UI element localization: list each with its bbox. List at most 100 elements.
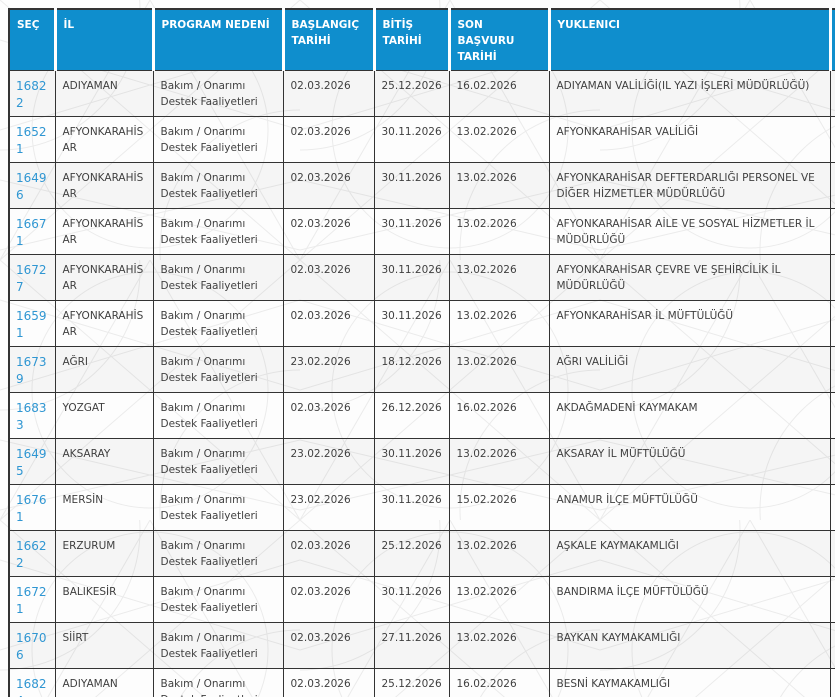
cell-son: 15.02.2026 xyxy=(448,484,550,531)
sec-id-link[interactable]: 16727 xyxy=(16,263,47,294)
cell-sec: 16671 xyxy=(8,208,56,255)
cell-sec: 16521 xyxy=(8,116,56,163)
column-header-sec: SEÇ xyxy=(9,9,55,71)
header-row: SEÇ İL PROGRAM NEDENİ BAŞLANGIÇ TARİHİ B… xyxy=(9,9,835,71)
cell-clipped xyxy=(829,576,835,623)
cell-baslangic: 02.03.2026 xyxy=(282,392,375,439)
cell-bitis: 25.12.2026 xyxy=(373,70,450,117)
cell-sec: 16727 xyxy=(8,254,56,301)
programs-table: SEÇ İL PROGRAM NEDENİ BAŞLANGIÇ TARİHİ B… xyxy=(8,8,835,697)
cell-sec: 16706 xyxy=(8,622,56,669)
cell-yuklenici: AFYONKARAHİSAR AİLE VE SOSYAL HİZMETLER … xyxy=(548,208,831,255)
cell-clipped xyxy=(829,668,835,697)
cell-program: Bakım / Onarımı Destek Faaliyetleri xyxy=(152,576,284,623)
cell-sec: 16739 xyxy=(8,346,56,393)
cell-clipped xyxy=(829,70,835,117)
table-body: 16822 ADIYAMAN Bakım / Onarımı Destek Fa… xyxy=(8,70,835,697)
table-row: 16496 AFYONKARAHİSAR Bakım / Onarımı Des… xyxy=(8,162,835,209)
sec-id-link[interactable]: 16739 xyxy=(16,355,47,386)
cell-program: Bakım / Onarımı Destek Faaliyetleri xyxy=(152,346,284,393)
sec-id-link[interactable]: 16622 xyxy=(16,539,47,570)
cell-sec: 16495 xyxy=(8,438,56,485)
cell-baslangic: 23.02.2026 xyxy=(282,438,375,485)
sec-id-link[interactable]: 16833 xyxy=(16,401,47,432)
table-row: 16727 AFYONKARAHİSAR Bakım / Onarımı Des… xyxy=(8,254,835,301)
cell-il: AFYONKARAHİSAR xyxy=(54,116,154,163)
cell-yuklenici: ANAMUR İLÇE MÜFTÜLÜĞÜ xyxy=(548,484,831,531)
table-row: 16822 ADIYAMAN Bakım / Onarımı Destek Fa… xyxy=(8,70,835,117)
cell-clipped xyxy=(829,484,835,531)
cell-yuklenici: AĞRI VALİLİĞİ xyxy=(548,346,831,393)
cell-il: ERZURUM xyxy=(54,530,154,577)
table-row: 16521 AFYONKARAHİSAR Bakım / Onarımı Des… xyxy=(8,116,835,163)
cell-bitis: 30.11.2026 xyxy=(373,576,450,623)
cell-son: 13.02.2026 xyxy=(448,346,550,393)
table-row: 16833 YOZGAT Bakım / Onarımı Destek Faal… xyxy=(8,392,835,439)
cell-sec: 16761 xyxy=(8,484,56,531)
cell-sec: 16833 xyxy=(8,392,56,439)
column-header-il: İL xyxy=(53,9,153,71)
sec-id-link[interactable]: 16495 xyxy=(16,447,47,478)
cell-bitis: 30.11.2026 xyxy=(373,208,450,255)
cell-il: AFYONKARAHİSAR xyxy=(54,254,154,301)
cell-clipped xyxy=(829,208,835,255)
table-row: 16761 MERSİN Bakım / Onarımı Destek Faal… xyxy=(8,484,835,531)
cell-yuklenici: BANDIRMA İLÇE MÜFTÜLÜĞÜ xyxy=(548,576,831,623)
cell-sec: 16824 xyxy=(8,668,56,697)
cell-bitis: 25.12.2026 xyxy=(373,530,450,577)
cell-yuklenici: AFYONKARAHİSAR İL MÜFTÜLÜĞÜ xyxy=(548,300,831,347)
column-header-son: SON BAŞVURU TARİHİ xyxy=(447,9,549,71)
sec-id-link[interactable]: 16721 xyxy=(16,585,47,616)
cell-bitis: 27.11.2026 xyxy=(373,622,450,669)
sec-id-link[interactable]: 16671 xyxy=(16,217,47,248)
table-row: 16721 BALIKESİR Bakım / Onarımı Destek F… xyxy=(8,576,835,623)
sec-id-link[interactable]: 16822 xyxy=(16,79,47,110)
cell-baslangic: 02.03.2026 xyxy=(282,530,375,577)
cell-program: Bakım / Onarımı Destek Faaliyetleri xyxy=(152,622,284,669)
sec-id-link[interactable]: 16761 xyxy=(16,493,47,524)
cell-baslangic: 02.03.2026 xyxy=(282,576,375,623)
table-row: 16622 ERZURUM Bakım / Onarımı Destek Faa… xyxy=(8,530,835,577)
cell-il: ADIYAMAN xyxy=(54,668,154,697)
column-header-bitis: BİTİŞ TARİHİ xyxy=(372,9,449,71)
cell-bitis: 26.12.2026 xyxy=(373,392,450,439)
column-header-program: PROGRAM NEDENİ xyxy=(151,9,283,71)
cell-il: AĞRI xyxy=(54,346,154,393)
cell-program: Bakım / Onarımı Destek Faaliyetleri xyxy=(152,438,284,485)
cell-baslangic: 23.02.2026 xyxy=(282,346,375,393)
cell-son: 13.02.2026 xyxy=(448,576,550,623)
cell-clipped xyxy=(829,300,835,347)
cell-bitis: 30.11.2026 xyxy=(373,162,450,209)
cell-sec: 16822 xyxy=(8,70,56,117)
cell-son: 13.02.2026 xyxy=(448,622,550,669)
cell-il: AFYONKARAHİSAR xyxy=(54,208,154,255)
sec-id-link[interactable]: 16706 xyxy=(16,631,47,662)
sec-id-link[interactable]: 16591 xyxy=(16,309,47,340)
cell-program: Bakım / Onarımı Destek Faaliyetleri xyxy=(152,668,284,697)
sec-id-link[interactable]: 16496 xyxy=(16,171,47,202)
cell-il: AFYONKARAHİSAR xyxy=(54,162,154,209)
cell-baslangic: 02.03.2026 xyxy=(282,254,375,301)
cell-son: 13.02.2026 xyxy=(448,208,550,255)
cell-baslangic: 02.03.2026 xyxy=(282,70,375,117)
cell-program: Bakım / Onarımı Destek Faaliyetleri xyxy=(152,254,284,301)
cell-clipped xyxy=(829,162,835,209)
cell-son: 13.02.2026 xyxy=(448,116,550,163)
cell-yuklenici: AŞKALE KAYMAKAMLIĞI xyxy=(548,530,831,577)
cell-clipped xyxy=(829,346,835,393)
cell-program: Bakım / Onarımı Destek Faaliyetleri xyxy=(152,162,284,209)
sec-id-link[interactable]: 16521 xyxy=(16,125,47,156)
cell-son: 16.02.2026 xyxy=(448,70,550,117)
cell-clipped xyxy=(829,622,835,669)
cell-bitis: 30.11.2026 xyxy=(373,484,450,531)
cell-clipped xyxy=(829,116,835,163)
sec-id-link[interactable]: 16824 xyxy=(16,677,47,697)
cell-son: 13.02.2026 xyxy=(448,438,550,485)
cell-son: 16.02.2026 xyxy=(448,392,550,439)
cell-il: MERSİN xyxy=(54,484,154,531)
table-row: 16495 AKSARAY Bakım / Onarımı Destek Faa… xyxy=(8,438,835,485)
cell-il: SİİRT xyxy=(54,622,154,669)
cell-son: 13.02.2026 xyxy=(448,300,550,347)
cell-bitis: 30.11.2026 xyxy=(373,116,450,163)
